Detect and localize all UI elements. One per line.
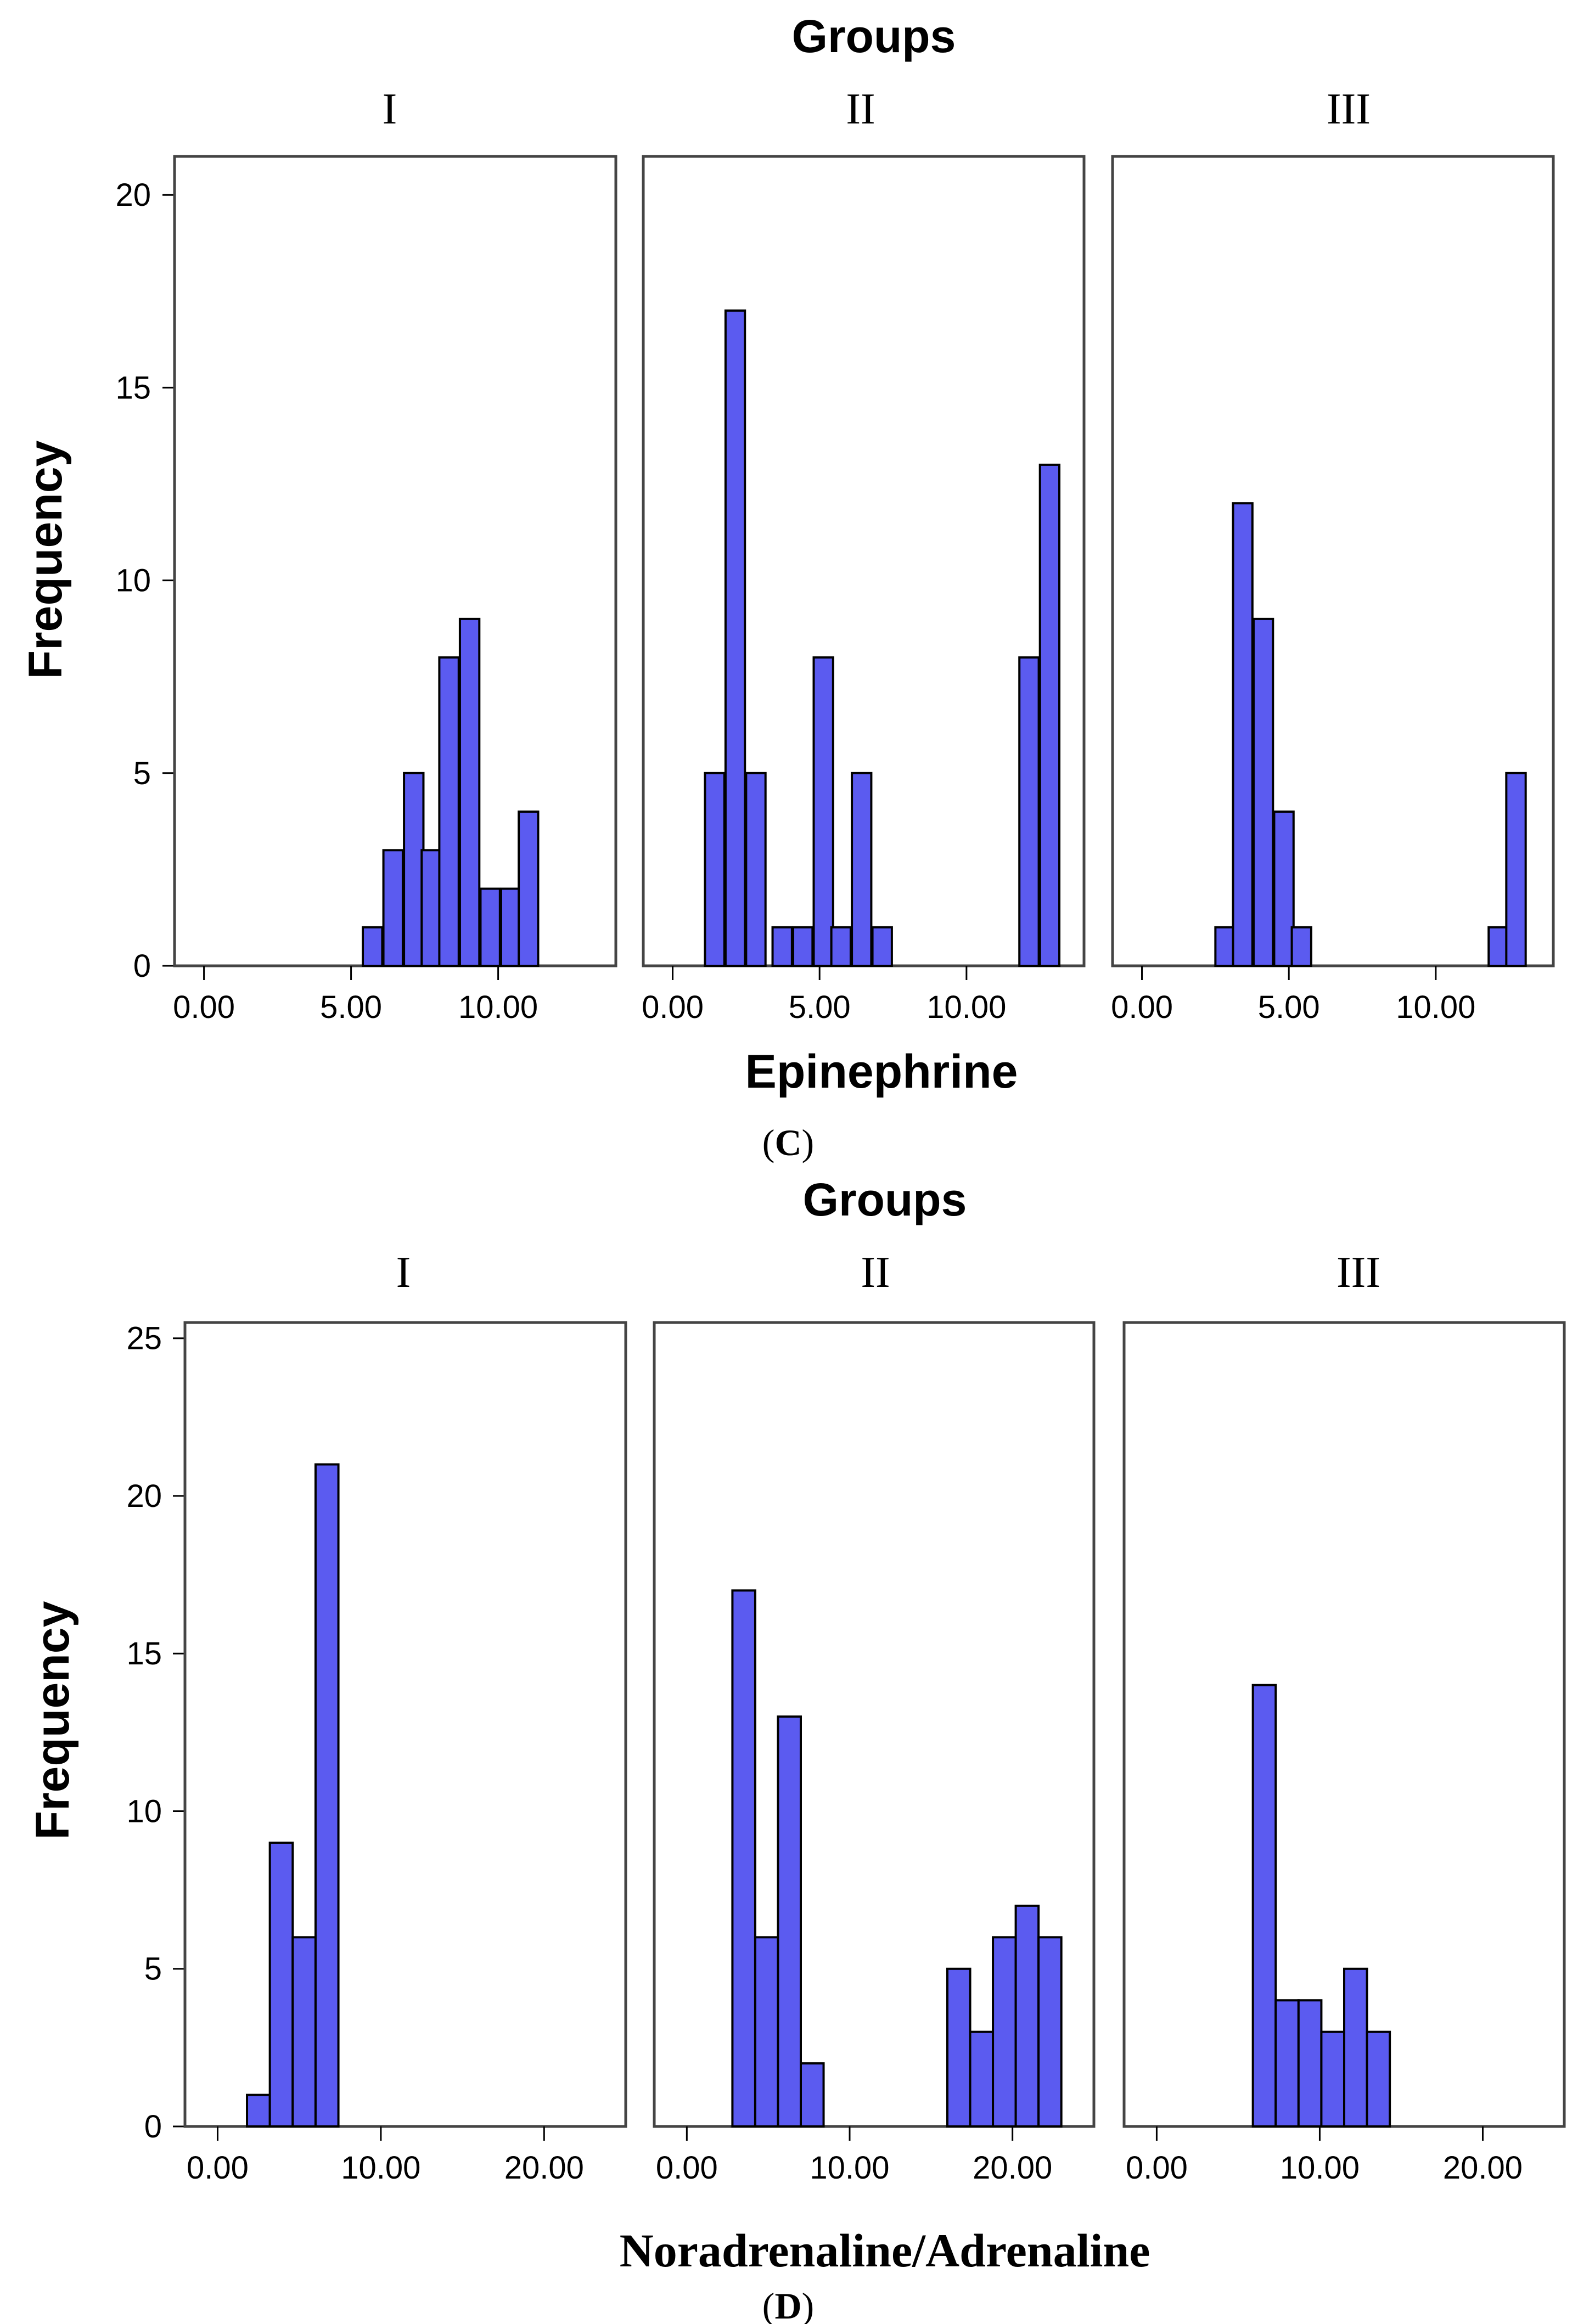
x-tick-label-d-p2-20: 20.00 bbox=[973, 2150, 1052, 2186]
bar-d-p1-1 bbox=[246, 2094, 271, 2128]
bar-c-p2-2 bbox=[724, 309, 746, 967]
bar-d-p1-2 bbox=[268, 1841, 294, 2128]
bar-c-p2-5 bbox=[792, 926, 814, 967]
bar-c-p1-3 bbox=[403, 772, 425, 967]
bar-c-p1-7 bbox=[479, 887, 501, 967]
bar-c-p3-3 bbox=[1252, 617, 1274, 967]
y-tick-label-c-10: 10 bbox=[115, 563, 151, 599]
bar-d-p2-4 bbox=[800, 2062, 825, 2128]
caption-c: (C) bbox=[762, 1122, 814, 1163]
panel-label-c-3: III bbox=[1327, 85, 1371, 133]
bar-d-p3-1 bbox=[1251, 1684, 1277, 2128]
bar-c-p3-2 bbox=[1232, 502, 1254, 967]
panel-frame-c-3 bbox=[1111, 155, 1555, 967]
x-axis-title-d: Noradrenaline/Adrenaline bbox=[620, 2224, 1150, 2277]
bar-d-p2-9 bbox=[1037, 1936, 1063, 2128]
bar-c-p3-1 bbox=[1214, 926, 1236, 967]
x-tick-label-d-p2-10: 10.00 bbox=[810, 2150, 889, 2186]
bar-d-p2-5 bbox=[946, 1967, 971, 2128]
x-tick-label-d-p3-10: 10.00 bbox=[1280, 2150, 1360, 2186]
bar-c-p1-9 bbox=[518, 811, 540, 967]
x-tick-label-c-p3-10: 10.00 bbox=[1396, 989, 1475, 1025]
x-tick-label-c-p1-10: 10.00 bbox=[458, 989, 538, 1025]
histogram-figure-d: Groups I II III Frequency Noradrenaline/… bbox=[26, 1174, 1566, 2324]
bar-d-p3-4 bbox=[1320, 2030, 1345, 2128]
histogram-figure-c: Groups I II III Frequency Epinephrine (C… bbox=[19, 10, 1555, 1163]
x-tick-label-d-p3-20: 20.00 bbox=[1443, 2150, 1523, 2186]
bar-c-p2-4 bbox=[771, 926, 793, 967]
panel-label-c-2: II bbox=[846, 85, 875, 133]
bar-c-p2-8 bbox=[851, 772, 873, 967]
bar-d-p3-2 bbox=[1274, 1999, 1300, 2128]
y-tick-label-d-15: 15 bbox=[126, 1636, 162, 1672]
x-tick-label-c-p1-0: 0.00 bbox=[173, 989, 235, 1025]
panels-c: 0 5 10 15 20 0.00 5.00 10.00 0.00 5.00 10.00 0.00 5.… bbox=[115, 155, 1555, 1025]
x-tick-label-d-p1-10: 10.00 bbox=[341, 2150, 420, 2186]
x-tick-label-c-p1-5: 5.00 bbox=[320, 989, 382, 1025]
panel-label-d-3: III bbox=[1336, 1248, 1380, 1297]
x-axis-title-c: Epinephrine bbox=[745, 1045, 1018, 1098]
x-tick-label-d-p1-0: 0.00 bbox=[187, 2150, 249, 2186]
bar-c-p2-3 bbox=[745, 772, 767, 967]
y-tick-label-d-5: 5 bbox=[144, 1951, 162, 1987]
x-tick-label-c-p3-5: 5.00 bbox=[1258, 989, 1320, 1025]
panel-label-d-1: I bbox=[396, 1248, 411, 1297]
bar-c-p1-2 bbox=[382, 849, 404, 967]
bar-d-p3-6 bbox=[1366, 2030, 1391, 2128]
bar-c-p2-10 bbox=[1018, 656, 1040, 967]
bar-c-p3-5 bbox=[1290, 926, 1312, 967]
bar-d-p2-3 bbox=[777, 1715, 802, 2128]
caption-d: (D) bbox=[762, 2285, 814, 2324]
bar-d-p1-4 bbox=[314, 1463, 340, 2128]
y-tick-label-c-0: 0 bbox=[133, 948, 151, 984]
x-tick-label-c-p2-5: 5.00 bbox=[789, 989, 851, 1025]
panel-frame-c-1 bbox=[173, 155, 617, 967]
x-tick-label-c-p2-0: 0.00 bbox=[642, 989, 704, 1025]
bar-d-p3-5 bbox=[1343, 1967, 1368, 2128]
bar-c-p1-5 bbox=[438, 656, 460, 967]
panel-frame-d-1 bbox=[183, 1321, 627, 2128]
bar-c-p2-1 bbox=[704, 772, 726, 967]
bar-c-p3-7 bbox=[1505, 772, 1527, 967]
y-tick-label-c-20: 20 bbox=[115, 177, 151, 213]
bar-c-p1-1 bbox=[362, 926, 384, 967]
panel-label-c-1: I bbox=[383, 85, 397, 133]
x-tick-label-c-p2-10: 10.00 bbox=[926, 989, 1006, 1025]
bar-d-p2-2 bbox=[754, 1936, 779, 2128]
x-tick-label-d-p2-0: 0.00 bbox=[656, 2150, 718, 2186]
y-tick-label-c-15: 15 bbox=[115, 370, 151, 406]
bar-c-p1-8 bbox=[499, 887, 522, 967]
bar-c-p2-9 bbox=[871, 926, 893, 967]
x-tick-label-d-p1-20: 20.00 bbox=[504, 2150, 584, 2186]
bar-c-p1-4 bbox=[420, 849, 442, 967]
bar-c-p2-7 bbox=[830, 926, 852, 967]
y-axis-title-d: Frequency bbox=[26, 1601, 79, 1839]
y-tick-label-d-10: 10 bbox=[126, 1793, 162, 1829]
y-tick-label-d-20: 20 bbox=[126, 1478, 162, 1514]
bar-c-p3-6 bbox=[1487, 926, 1509, 967]
bar-d-p1-3 bbox=[291, 1936, 317, 2128]
panels-d: 0 5 10 15 20 25 0.00 10.00 20.00 0.00 10.00 20.00 0.… bbox=[126, 1321, 1566, 2186]
bar-c-p3-4 bbox=[1273, 811, 1295, 967]
bar-c-p2-11 bbox=[1038, 463, 1061, 967]
panel-label-d-2: II bbox=[861, 1248, 890, 1297]
y-axis-title-c: Frequency bbox=[19, 440, 72, 679]
y-tick-label-d-0: 0 bbox=[144, 2109, 162, 2145]
bar-d-p2-1 bbox=[731, 1589, 756, 2128]
bar-d-p2-8 bbox=[1014, 1904, 1040, 2128]
x-tick-label-c-p3-0: 0.00 bbox=[1111, 989, 1173, 1025]
y-tick-label-d-25: 25 bbox=[126, 1321, 162, 1357]
bar-d-p3-3 bbox=[1297, 1999, 1323, 2128]
bar-c-p1-6 bbox=[458, 617, 481, 967]
group-title-d: Groups bbox=[803, 1174, 967, 1225]
x-tick-label-d-p3-0: 0.00 bbox=[1126, 2150, 1188, 2186]
bar-c-p2-6 bbox=[812, 656, 834, 967]
group-title-c: Groups bbox=[792, 10, 956, 62]
bar-d-p2-7 bbox=[992, 1936, 1017, 2128]
bar-d-p2-6 bbox=[969, 2030, 995, 2128]
y-tick-label-c-5: 5 bbox=[133, 756, 151, 791]
